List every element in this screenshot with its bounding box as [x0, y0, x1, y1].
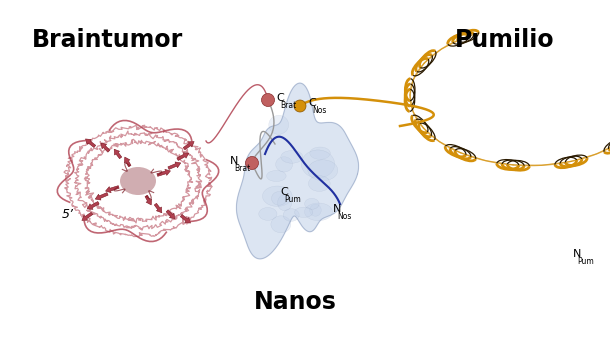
Ellipse shape — [269, 115, 289, 134]
Circle shape — [245, 156, 259, 170]
Ellipse shape — [276, 157, 293, 172]
Text: C: C — [276, 93, 284, 103]
Text: N: N — [573, 249, 581, 259]
Ellipse shape — [278, 195, 292, 211]
Ellipse shape — [309, 176, 330, 191]
Ellipse shape — [301, 150, 335, 178]
Ellipse shape — [267, 171, 286, 182]
Ellipse shape — [120, 167, 156, 195]
Ellipse shape — [304, 198, 319, 209]
Text: Pum: Pum — [284, 195, 301, 204]
Circle shape — [262, 93, 274, 107]
Ellipse shape — [271, 192, 287, 205]
Text: Nos: Nos — [337, 212, 352, 221]
Text: 5’: 5’ — [62, 209, 74, 221]
Ellipse shape — [295, 207, 313, 218]
Ellipse shape — [259, 208, 277, 220]
Polygon shape — [237, 83, 359, 259]
Text: N: N — [333, 204, 342, 214]
Ellipse shape — [310, 147, 330, 160]
Text: Braintumor: Braintumor — [32, 28, 184, 52]
Ellipse shape — [281, 151, 303, 163]
Text: Nos: Nos — [312, 106, 327, 115]
Text: C: C — [308, 98, 316, 108]
Ellipse shape — [283, 209, 299, 221]
Ellipse shape — [310, 204, 321, 216]
Text: Brat: Brat — [234, 164, 251, 173]
Ellipse shape — [262, 186, 292, 207]
Text: Pum: Pum — [578, 257, 594, 266]
Text: C: C — [280, 187, 288, 197]
Ellipse shape — [304, 203, 332, 221]
Text: N: N — [230, 156, 239, 166]
Ellipse shape — [308, 160, 338, 181]
Text: Pumilio: Pumilio — [455, 28, 555, 52]
Ellipse shape — [271, 216, 291, 233]
Circle shape — [294, 100, 306, 112]
Text: Brat: Brat — [281, 101, 296, 110]
Text: Nanos: Nanos — [254, 290, 337, 314]
